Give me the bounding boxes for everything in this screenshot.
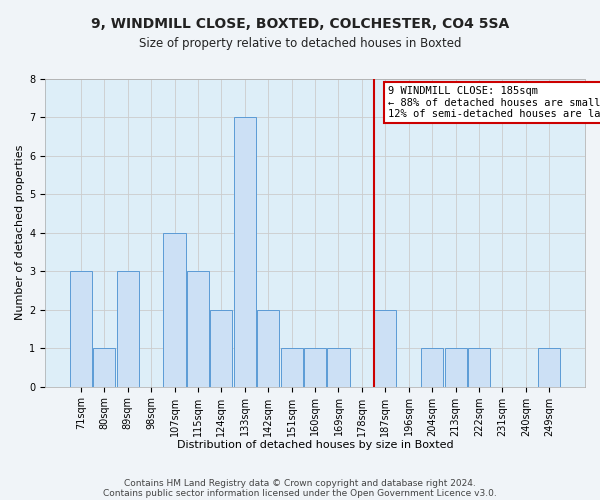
Bar (304, 348, 326, 387)
Bar (468, 348, 490, 387)
Text: Size of property relative to detached houses in Boxted: Size of property relative to detached ho… (139, 38, 461, 51)
Bar (210, 310, 232, 386)
Bar (281, 348, 303, 387)
Text: Contains public sector information licensed under the Open Government Licence v3: Contains public sector information licen… (103, 488, 497, 498)
Bar (187, 272, 209, 386)
Y-axis label: Number of detached properties: Number of detached properties (15, 145, 25, 320)
Bar (538, 348, 560, 387)
Bar (328, 348, 350, 387)
X-axis label: Distribution of detached houses by size in Boxted: Distribution of detached houses by size … (177, 440, 454, 450)
Text: 9, WINDMILL CLOSE, BOXTED, COLCHESTER, CO4 5SA: 9, WINDMILL CLOSE, BOXTED, COLCHESTER, C… (91, 18, 509, 32)
Bar (116, 272, 139, 386)
Text: Contains HM Land Registry data © Crown copyright and database right 2024.: Contains HM Land Registry data © Crown c… (124, 478, 476, 488)
Bar (93, 348, 115, 387)
Text: 9 WINDMILL CLOSE: 185sqm
← 88% of detached houses are smaller (29)
12% of semi-d: 9 WINDMILL CLOSE: 185sqm ← 88% of detach… (388, 86, 600, 119)
Bar (70, 272, 92, 386)
Bar (257, 310, 280, 386)
Bar (421, 348, 443, 387)
Bar (445, 348, 467, 387)
Bar (163, 233, 185, 386)
Bar (374, 310, 397, 386)
Bar (233, 118, 256, 386)
